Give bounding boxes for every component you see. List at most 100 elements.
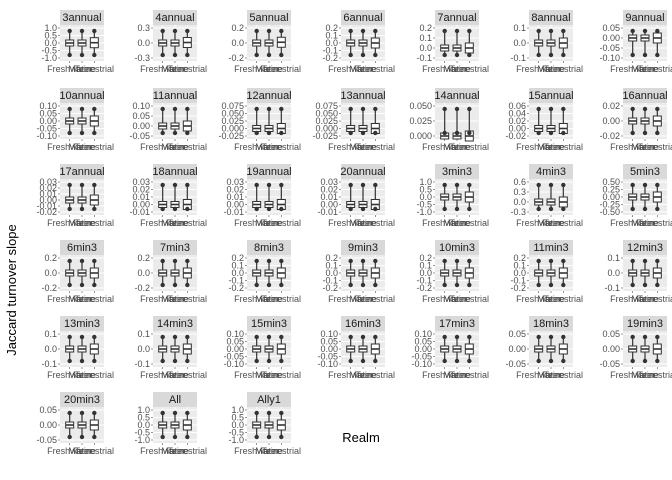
outlier-point xyxy=(79,182,85,188)
outlier-point xyxy=(254,106,259,112)
facet-strip xyxy=(153,240,197,255)
x-tick-label: Freshwater xyxy=(422,218,467,228)
facet-strip xyxy=(529,164,573,179)
y-tick-label: 0.00 xyxy=(414,344,432,354)
outlier-point xyxy=(467,334,472,340)
y-tick-label: 0.1 xyxy=(607,253,620,263)
x-tick-label: Terrestrial xyxy=(75,370,115,380)
outlier-point xyxy=(655,106,660,112)
y-tick-label: 0.075 xyxy=(315,101,338,111)
facet-strip xyxy=(247,316,291,331)
y-tick-label: -0.01 xyxy=(317,207,338,217)
facet-strip-label: 10min3 xyxy=(439,242,475,254)
outlier-point xyxy=(279,258,284,264)
x-tick-label: Marine xyxy=(68,218,96,228)
y-tick-label: 0.3 xyxy=(137,23,150,33)
x-tick-label: Terrestrial xyxy=(262,218,302,228)
outlier-point xyxy=(185,282,190,288)
y-tick-label: 0.10 xyxy=(320,329,338,339)
y-axis-title: Jaccard turnover slope xyxy=(4,224,19,356)
y-tick-label: -0.01 xyxy=(129,207,150,217)
y-tick-label: 0.00 xyxy=(39,420,57,430)
x-tick-label: Terrestrial xyxy=(638,370,672,380)
x-tick-label: Freshwater xyxy=(47,142,92,152)
facet-panel: 8min3 -0.2-0.10.00.10.2 FreshwaterMarineTe… xyxy=(228,240,301,304)
outlier-point xyxy=(92,434,97,440)
y-tick-label: 0.01 xyxy=(39,189,57,199)
outlier-point xyxy=(279,358,284,364)
facet-strip-label: 6min3 xyxy=(67,242,97,254)
outlier-point xyxy=(360,106,366,112)
outlier-point xyxy=(348,258,353,264)
y-tick-label: 0.000 xyxy=(315,124,338,134)
x-tick-label: Marine xyxy=(68,370,96,380)
outlier-point xyxy=(266,106,272,112)
y-tick-label: -0.2 xyxy=(510,283,526,293)
outlier-point xyxy=(160,52,165,58)
outlier-point xyxy=(67,410,72,416)
outlier-point xyxy=(536,130,541,136)
facet-strip xyxy=(623,164,667,179)
y-tick-label: 0.0 xyxy=(419,268,432,278)
y-tick-label: 0.05 xyxy=(508,329,526,339)
y-tick-label: -0.1 xyxy=(604,283,620,293)
outlier-point xyxy=(92,282,97,288)
outlier-point xyxy=(454,282,460,288)
y-tick-label: -0.3 xyxy=(134,53,150,63)
y-tick-label: -1.0 xyxy=(134,435,150,445)
y-tick-label: 0.00 xyxy=(132,121,150,131)
y-tick-label: 0.2 xyxy=(325,23,338,33)
y-tick-label: 0.1 xyxy=(513,261,526,271)
outlier-point xyxy=(642,258,648,264)
x-tick-label: Terrestrial xyxy=(75,218,115,228)
y-tick-label: 0.00 xyxy=(602,344,620,354)
outlier-point xyxy=(373,106,378,112)
outlier-point xyxy=(548,52,554,58)
outlier-point xyxy=(454,334,460,340)
outlier-point xyxy=(348,182,353,188)
x-tick-label: Terrestrial xyxy=(544,370,584,380)
outlier-point xyxy=(536,28,541,34)
y-tick-label: 0.05 xyxy=(414,337,432,347)
outlier-point xyxy=(266,410,272,416)
y-tick-label: -0.1 xyxy=(322,276,338,286)
x-tick-label: Marine xyxy=(537,218,565,228)
x-tick-label: Marine xyxy=(255,370,283,380)
x-tick-label: Freshwater xyxy=(610,218,655,228)
x-tick-label: Terrestrial xyxy=(168,142,208,152)
outlier-point xyxy=(655,358,660,364)
outlier-point xyxy=(79,282,85,288)
x-tick-label: Terrestrial xyxy=(168,218,208,228)
y-tick-label: 0.075 xyxy=(221,101,244,111)
facet-panel: 6min3 -0.2 0.0 0.2 FreshwaterMarineTerrestri… xyxy=(41,240,114,304)
x-tick-label: Marine xyxy=(68,446,96,456)
outlier-point xyxy=(185,434,190,440)
x-tick-label: Terrestrial xyxy=(450,294,490,304)
x-tick-label: Freshwater xyxy=(516,370,561,380)
facet-panel: 17annual -0.02-0.010.000.010.020.03 Freshw… xyxy=(36,164,114,228)
outlier-point xyxy=(467,358,472,364)
outlier-point xyxy=(279,434,284,440)
y-tick-label: 0.0 xyxy=(607,268,620,278)
facet-panel: 5min3 -0.50-0.250.000.250.50 FreshwaterMar… xyxy=(599,164,672,228)
outlier-point xyxy=(160,258,165,264)
y-tick-label: 0.000 xyxy=(409,131,432,141)
x-tick-label: Marine xyxy=(349,294,377,304)
outlier-point xyxy=(442,182,447,188)
outlier-point xyxy=(467,106,472,112)
x-tick-label: Terrestrial xyxy=(356,142,396,152)
x-tick-label: Terrestrial xyxy=(356,294,396,304)
outlier-point xyxy=(254,358,259,364)
y-tick-label: -0.05 xyxy=(599,359,620,369)
x-tick-label: Freshwater xyxy=(516,142,561,152)
facet-strip-label: 18min3 xyxy=(533,318,569,330)
outlier-point xyxy=(454,28,460,34)
facet-strip xyxy=(623,240,667,255)
x-tick-label: Marine xyxy=(443,142,471,152)
x-tick-label: Marine xyxy=(161,370,189,380)
outlier-point xyxy=(536,282,541,288)
y-tick-label: -0.5 xyxy=(41,46,57,56)
x-tick-label: Freshwater xyxy=(140,294,185,304)
x-tick-label: Terrestrial xyxy=(262,294,302,304)
outlier-point xyxy=(67,358,72,364)
